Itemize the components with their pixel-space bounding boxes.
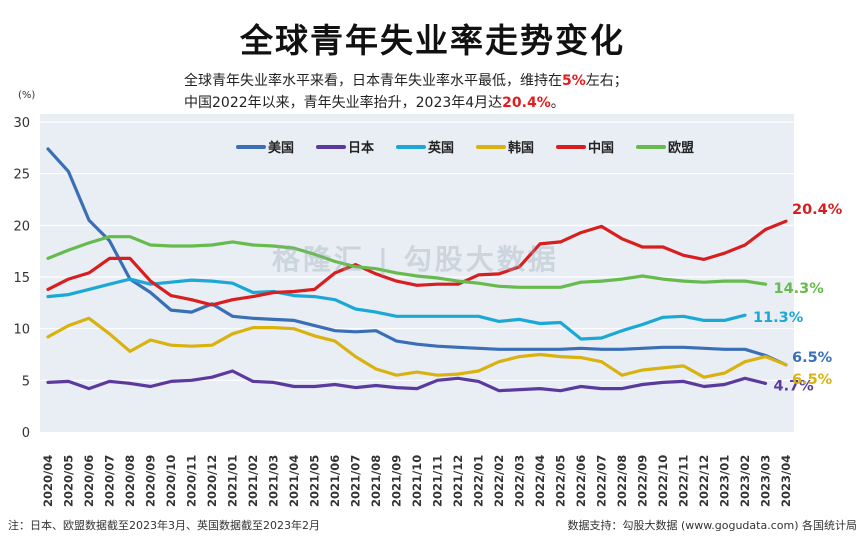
x-tick-label: 2023/02 — [738, 455, 752, 507]
x-tick-label: 2021/11 — [431, 455, 445, 507]
series-line — [46, 219, 788, 307]
x-tick-label: 2022/03 — [513, 455, 527, 507]
x-tick-label: 2022/10 — [656, 455, 670, 507]
x-tick-label: 2022/04 — [533, 455, 547, 507]
subtitle-line-2: 中国2022年以来，青年失业率抬升，2023年4月达20.4%。 — [184, 92, 565, 112]
watermark: 格隆汇 | 勾股大数据 — [272, 243, 559, 276]
x-tick-label: 2021/10 — [410, 455, 424, 507]
subtitle-1-highlight: 5% — [562, 73, 586, 89]
x-tick-label: 2020/12 — [205, 455, 219, 507]
x-tick-label: 2021/06 — [328, 455, 342, 507]
subtitle-1-text: 全球青年失业率水平来看，日本青年失业率水平最低，维持在 — [184, 73, 562, 89]
legend-entry: 美国 — [268, 140, 294, 156]
subtitle-2-end: 。 — [550, 95, 565, 111]
x-tick-label: 2022/08 — [615, 455, 629, 507]
legend-entry: 日本 — [348, 140, 374, 156]
x-tick-label: 2021/07 — [349, 455, 363, 507]
chart-title: 全球青年失业率走势变化 — [240, 21, 625, 60]
y-tick-label: 15 — [13, 271, 30, 286]
x-tick-label: 2021/03 — [267, 455, 281, 507]
legend-entry: 中国 — [588, 140, 614, 156]
end-value-label: 20.4% — [792, 202, 843, 218]
x-tick-label: 2021/04 — [287, 455, 301, 507]
end-value-label: 4.7% — [774, 378, 815, 394]
series-line — [46, 369, 768, 393]
x-tick-label: 2022/05 — [554, 455, 568, 507]
x-tick-label: 2021/08 — [369, 455, 383, 507]
x-tick-label: 2020/08 — [123, 455, 137, 507]
footnote: 注：日本、欧盟数据截至2023年3月、英国数据截至2023年2月 — [8, 519, 320, 532]
y-tick-label: 0 — [22, 426, 30, 441]
x-tick-label: 2022/01 — [472, 455, 486, 507]
subtitle-2-highlight: 20.4% — [502, 95, 551, 111]
x-tick-label: 2021/12 — [451, 455, 465, 507]
x-tick-label: 2021/02 — [246, 455, 260, 507]
x-tick-label: 2022/02 — [492, 455, 506, 507]
series-line — [46, 316, 788, 379]
data-source: 数据支持：勾股大数据 (www.gogudata.com) 各国统计局 — [567, 519, 858, 532]
subtitle-1-end: 左右； — [585, 73, 628, 89]
x-tick-label: 2020/07 — [103, 455, 117, 507]
legend-entry: 英国 — [427, 140, 454, 156]
y-tick-label: 5 — [22, 374, 30, 389]
x-tick-label: 2021/01 — [226, 455, 240, 507]
x-tick-label: 2020/05 — [62, 455, 76, 507]
x-tick-label: 2020/06 — [82, 455, 96, 507]
series-line — [46, 147, 788, 367]
x-tick-label: 2021/09 — [390, 455, 404, 507]
x-tick-label: 2022/11 — [677, 455, 691, 507]
x-tick-label: 2021/05 — [308, 455, 322, 507]
series-line — [46, 277, 747, 341]
x-tick-label: 2020/04 — [41, 455, 55, 507]
y-tick-label: 30 — [13, 116, 30, 131]
end-value-label: 14.3% — [774, 281, 825, 297]
end-value-label: 6.5% — [792, 372, 833, 388]
x-tick-label: 2020/10 — [164, 455, 178, 507]
x-tick-label: 2020/09 — [144, 455, 158, 507]
end-value-label: 11.3% — [753, 310, 804, 326]
x-tick-label: 2023/03 — [759, 455, 773, 507]
x-tick-label: 2022/09 — [636, 455, 650, 507]
legend-entry: 韩国 — [508, 140, 534, 156]
end-value-label: 6.5% — [792, 350, 833, 366]
y-tick-label: 20 — [13, 219, 30, 234]
subtitle-line-1: 全球青年失业率水平来看，日本青年失业率水平最低，维持在5%左右； — [184, 70, 628, 90]
legend-entry: 欧盟 — [668, 140, 694, 156]
x-tick-label: 2022/07 — [595, 455, 609, 507]
plot-background — [40, 114, 794, 432]
x-tick-label: 2022/12 — [697, 455, 711, 507]
x-tick-label: 2020/11 — [185, 455, 199, 507]
y-axis-unit: (%) — [18, 90, 35, 101]
subtitle-2-text: 中国2022年以来，青年失业率抬升，2023年4月达 — [184, 95, 503, 111]
x-tick-label: 2022/06 — [574, 455, 588, 507]
x-tick-label: 2023/04 — [779, 455, 793, 507]
x-tick-label: 2023/01 — [718, 455, 732, 507]
series-line — [46, 235, 768, 289]
y-tick-label: 25 — [13, 168, 30, 183]
y-tick-label: 10 — [13, 323, 30, 338]
